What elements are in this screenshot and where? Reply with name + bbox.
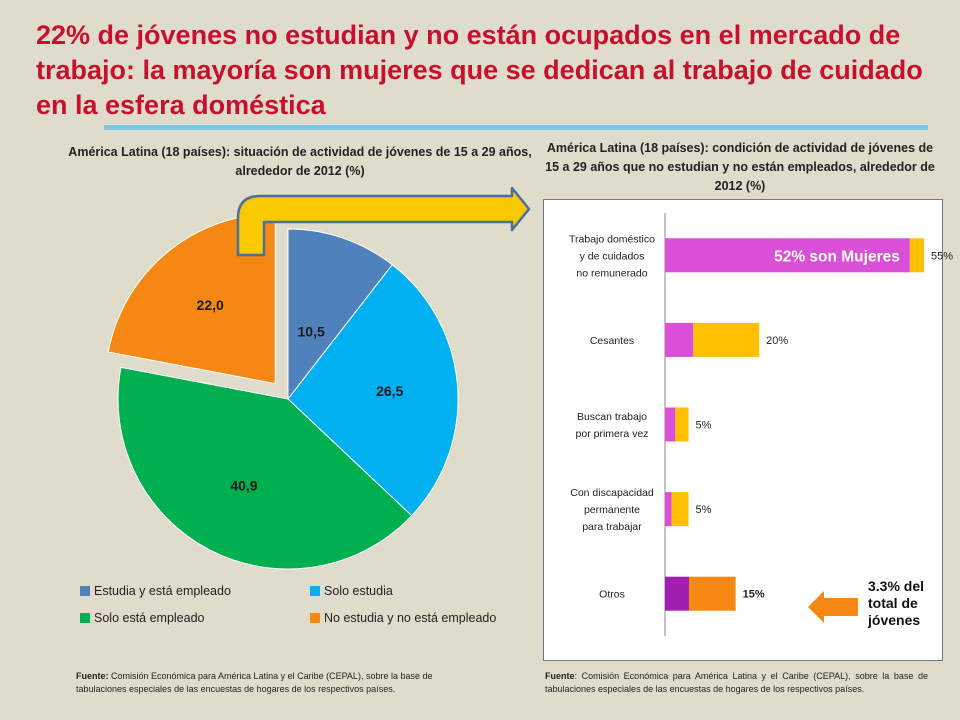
bar-chart-frame: [543, 199, 943, 661]
legend-swatch: [80, 586, 90, 596]
page-title: 22% de jóvenes no estudian y no están oc…: [36, 20, 923, 120]
pie-data-label: 22,0: [197, 297, 224, 313]
bar-segment: [665, 238, 910, 273]
legend-label: Estudia y está empleado: [94, 584, 231, 598]
title-underline: [104, 125, 928, 130]
bar-segment: [693, 322, 760, 357]
bar-segment: [671, 492, 689, 527]
legend-label: No estudia y no está empleado: [324, 611, 497, 625]
bar-segment: [665, 322, 694, 357]
bar-segment: [665, 576, 690, 611]
pie-slice: [287, 264, 459, 517]
bar-category-label: por primera vez: [576, 428, 649, 440]
bar-segment: [675, 407, 689, 442]
bar-category-label: Cesantes: [590, 335, 634, 347]
legend-item: Solo está empleado: [80, 611, 205, 625]
bar-category-label: Otros: [599, 589, 625, 601]
pie-data-label: 10,5: [298, 323, 325, 339]
legend-swatch: [80, 613, 90, 623]
source-text: : Comisión Económica para América Latina…: [545, 671, 928, 694]
legend-item: Solo estudia: [310, 584, 393, 598]
bar-total-label: 5%: [696, 420, 712, 432]
bar-category-label: no remunerado: [576, 267, 647, 279]
pie-data-label: 40,9: [230, 477, 257, 493]
left-source: Fuente: Comisión Económica para América …: [76, 670, 471, 695]
pie-slice: [117, 366, 413, 570]
bar-segment: [665, 492, 672, 527]
source-label: Fuente: [545, 671, 575, 681]
legend-label: Solo está empleado: [94, 611, 205, 625]
bar-category-label: permanente: [584, 504, 640, 516]
bar-category-label: para trabajar: [582, 521, 642, 533]
note-total: 3.3% del total de jóvenes: [868, 578, 925, 628]
bar-category-label: Con discapacidad: [570, 487, 654, 499]
bar-total-label: 15%: [743, 589, 765, 601]
bar-category-label: Buscan trabajo: [577, 411, 647, 423]
legend-item: Estudia y está empleado: [80, 584, 231, 598]
pie-chart-title: América Latina (18 países): situación de…: [68, 145, 532, 178]
bar-total-label: 20%: [766, 335, 788, 347]
bar-segment: [689, 576, 736, 611]
legend-item: No estudia y no está empleado: [310, 611, 496, 625]
legend-swatch: [310, 586, 320, 596]
legend-swatch: [310, 613, 320, 623]
bar-chart-title: América Latina (18 países): condición de…: [545, 141, 935, 193]
bar-category-label: y de cuidados: [580, 250, 645, 262]
bar-total-label: 5%: [696, 504, 712, 516]
source-label: Fuente:: [76, 671, 109, 681]
bar-annotation: 52% son Mujeres: [774, 248, 900, 265]
right-source: Fuente: Comisión Económica para América …: [545, 670, 928, 695]
bar-category-label: Trabajo doméstico: [569, 233, 655, 245]
bar-total-label: 55%: [931, 250, 953, 262]
source-text: Comisión Económica para América Latina y…: [76, 671, 433, 694]
legend-label: Solo estudia: [324, 584, 393, 598]
bar-segment: [909, 238, 924, 273]
bar-segment: [665, 407, 676, 442]
pie-data-label: 26,5: [376, 383, 403, 399]
